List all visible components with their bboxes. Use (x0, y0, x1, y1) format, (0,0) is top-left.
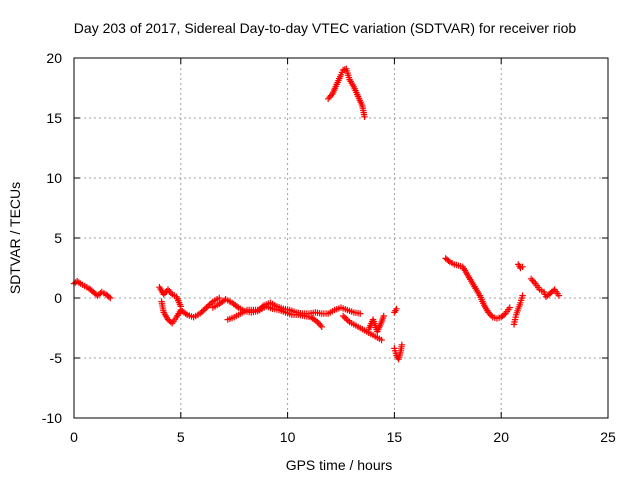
data-point (519, 292, 526, 299)
data-point (378, 336, 385, 344)
data-point (324, 95, 332, 102)
x-tick-label: 5 (177, 429, 185, 445)
y-tick-label: 0 (54, 290, 62, 306)
x-tick-label: 20 (493, 429, 509, 445)
data-point (167, 318, 175, 326)
x-tick-label: 25 (600, 429, 616, 445)
y-axis-label: SDTVAR / TECUs (7, 182, 23, 294)
chart-title: Day 203 of 2017, Sidereal Day-to-day VTE… (74, 20, 577, 36)
y-tick-label: -10 (42, 410, 62, 426)
x-tick-label: 15 (387, 429, 403, 445)
data-point (530, 278, 538, 286)
data-point (519, 263, 526, 270)
x-axis-label: GPS time / hours (286, 457, 393, 473)
data-point (343, 315, 350, 323)
data-point (204, 302, 212, 310)
data-point (527, 275, 535, 282)
x-tick-label: 10 (280, 429, 296, 445)
data-point (398, 341, 406, 348)
y-tick-label: 20 (46, 50, 62, 66)
data-point (555, 292, 563, 299)
data-point (164, 286, 172, 293)
data-point (317, 322, 324, 329)
y-tick-label: 10 (46, 170, 62, 186)
data-point (339, 312, 347, 320)
y-tick-label: 5 (54, 230, 62, 246)
data-point (380, 312, 387, 320)
data-point (357, 310, 364, 317)
axis-ticks: 0 5 10 15 20 25 -10 -5 0 5 10 15 20 (42, 50, 616, 445)
data-point (200, 307, 207, 314)
plot-frame (73, 57, 609, 419)
y-tick-label: 15 (46, 110, 62, 126)
data-point (201, 305, 209, 313)
data-point (549, 287, 557, 294)
data-point (326, 94, 333, 101)
data-point (361, 113, 368, 120)
data-point (105, 293, 113, 300)
x-tick-label: 0 (70, 429, 78, 445)
data-point (529, 277, 536, 284)
data-point (341, 314, 348, 321)
data-points (70, 65, 563, 363)
data-point (506, 304, 513, 311)
data-point (166, 288, 173, 295)
data-point (107, 294, 114, 302)
data-point (393, 305, 400, 312)
data-point (500, 311, 508, 318)
data-point (203, 304, 210, 311)
grid (74, 58, 608, 418)
data-point (216, 294, 223, 302)
y-tick-label: -5 (50, 350, 63, 366)
data-point (318, 323, 325, 330)
data-point (445, 257, 452, 264)
